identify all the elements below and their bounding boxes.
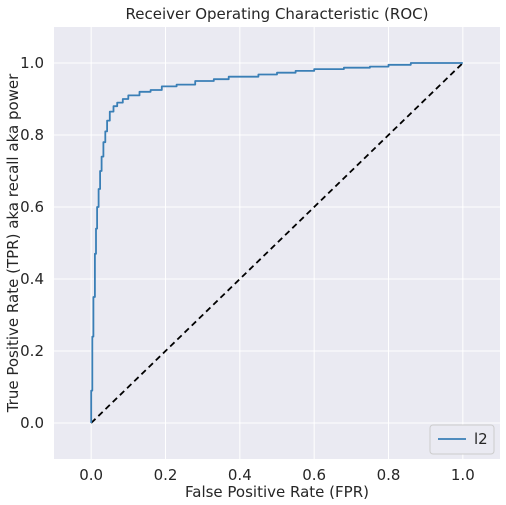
y-tick-label: 0.2 (20, 342, 44, 360)
y-tick-label: 1.0 (20, 54, 44, 72)
y-axis-label: True Positive Rate (TPR) aka recall aka … (4, 73, 22, 413)
y-tick-label: 0.6 (20, 198, 44, 216)
x-tick-labels: 0.0 0.2 0.4 0.6 0.8 1.0 (79, 466, 475, 484)
y-tick-labels: 0.0 0.2 0.4 0.6 0.8 1.0 (20, 54, 44, 432)
x-tick-label: 0.4 (228, 466, 252, 484)
y-tick-label: 0.4 (20, 270, 44, 288)
grid (54, 27, 500, 459)
y-tick-label: 0.0 (20, 414, 44, 432)
series-group (90, 62, 463, 423)
x-tick-label: 0.2 (154, 466, 178, 484)
x-axis-label: False Positive Rate (FPR) (185, 483, 369, 501)
y-tick-label: 0.8 (20, 126, 44, 144)
x-tick-label: 0.8 (377, 466, 401, 484)
legend-label-l2: l2 (474, 430, 488, 448)
diagonal-reference-line (90, 62, 464, 424)
chart-title: Receiver Operating Characteristic (ROC) (126, 5, 429, 23)
series-line-l2 (90, 62, 463, 423)
diagonal-line (90, 62, 464, 424)
x-tick-label: 0.6 (302, 466, 326, 484)
x-tick-label: 1.0 (451, 466, 475, 484)
legend: l2 (429, 424, 495, 455)
x-tick-label: 0.0 (79, 466, 103, 484)
